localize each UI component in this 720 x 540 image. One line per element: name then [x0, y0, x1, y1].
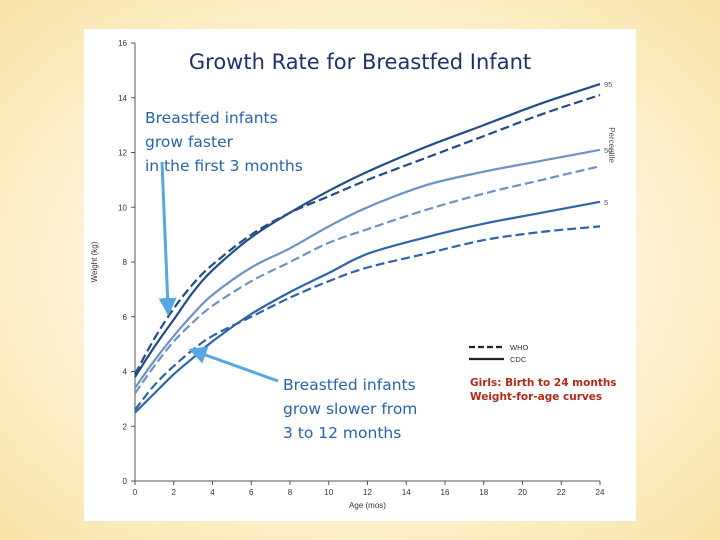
chart-caption-line2: Weight-for-age curves — [470, 391, 603, 403]
y-tick-label: 10 — [118, 203, 127, 212]
chart-caption-line1: Girls: Birth to 24 months — [470, 377, 617, 389]
curve-cdc-p95 — [134, 83, 601, 378]
y-tick-label: 2 — [123, 422, 128, 431]
curve-cdc-p50 — [134, 148, 601, 389]
x-tick-label: 22 — [557, 488, 566, 497]
annotation-grow-faster: Breastfed infants grow faster in the fir… — [145, 109, 303, 175]
x-tick-label: 12 — [363, 488, 372, 497]
x-tick-label: 20 — [518, 488, 527, 497]
x-tick-label: 8 — [288, 488, 293, 497]
x-tick-label: 16 — [441, 488, 450, 497]
curve-cdc-p5 — [134, 200, 601, 414]
percentile-label-50: 50 — [604, 146, 612, 155]
y-tick-label: 0 — [123, 477, 128, 486]
annotation-grow-slower: Breastfed infants grow slower from 3 to … — [283, 376, 418, 442]
curve-who-p50 — [134, 165, 601, 395]
y-tick-label: 16 — [118, 39, 127, 48]
y-tick-label: 8 — [123, 258, 128, 267]
y-tick-label: 12 — [118, 149, 127, 158]
x-tick-label: 18 — [479, 488, 488, 497]
y-tick-label: 6 — [123, 313, 128, 322]
x-tick-label: 14 — [402, 488, 411, 497]
slide-title: Growth Rate for Breastfed Infant — [188, 50, 532, 74]
percentile-axis-label: Percentile — [607, 127, 616, 163]
arrow-slower — [188, 346, 279, 383]
x-axis-label: Age (mos) — [349, 501, 386, 510]
arrow-faster — [158, 161, 177, 316]
x-tick-label: 0 — [133, 488, 138, 497]
percentile-label-5: 5 — [604, 198, 608, 207]
percentile-label-95: 95 — [604, 80, 612, 89]
chart-panel — [84, 29, 636, 521]
x-tick-label: 10 — [324, 488, 333, 497]
y-axis-label: Weight (kg) — [90, 241, 99, 282]
curve-who-p5 — [134, 225, 601, 411]
legend-label-cdc: CDC — [510, 355, 527, 364]
y-tick-label: 4 — [123, 368, 128, 377]
x-tick-label: 24 — [596, 488, 605, 497]
x-tick-label: 6 — [249, 488, 254, 497]
y-tick-label: 14 — [118, 94, 127, 103]
legend-label-who: WHO — [510, 343, 528, 352]
x-tick-label: 2 — [172, 488, 177, 497]
x-tick-label: 4 — [210, 488, 215, 497]
